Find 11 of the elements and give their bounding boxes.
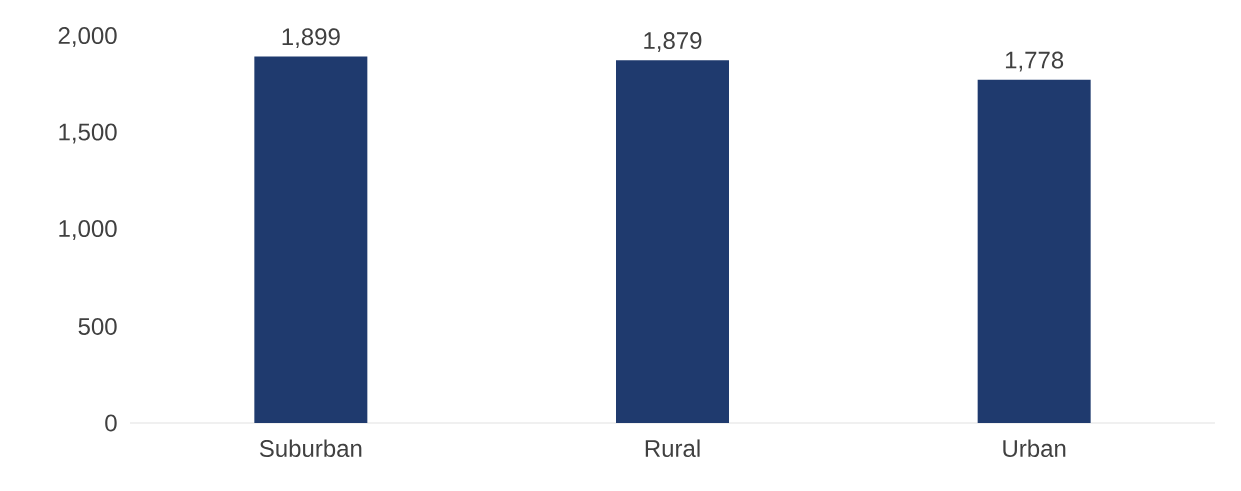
x-tick-label: Rural <box>645 439 700 457</box>
y-tick-label: 500 <box>78 318 117 335</box>
x-tick-label: Suburban <box>259 439 362 457</box>
y-tick-label: 0 <box>105 414 117 432</box>
data-label: 1,879 <box>644 32 702 52</box>
data-label: 1,778 <box>1005 51 1064 72</box>
data-label: 1,899 <box>282 28 340 49</box>
y-tick-label: 1,500 <box>59 123 117 144</box>
x-tick-label: Urban <box>1003 439 1066 457</box>
y-tick-label: 1,000 <box>59 220 117 240</box>
y-tick-label: 2,000 <box>58 27 117 47</box>
